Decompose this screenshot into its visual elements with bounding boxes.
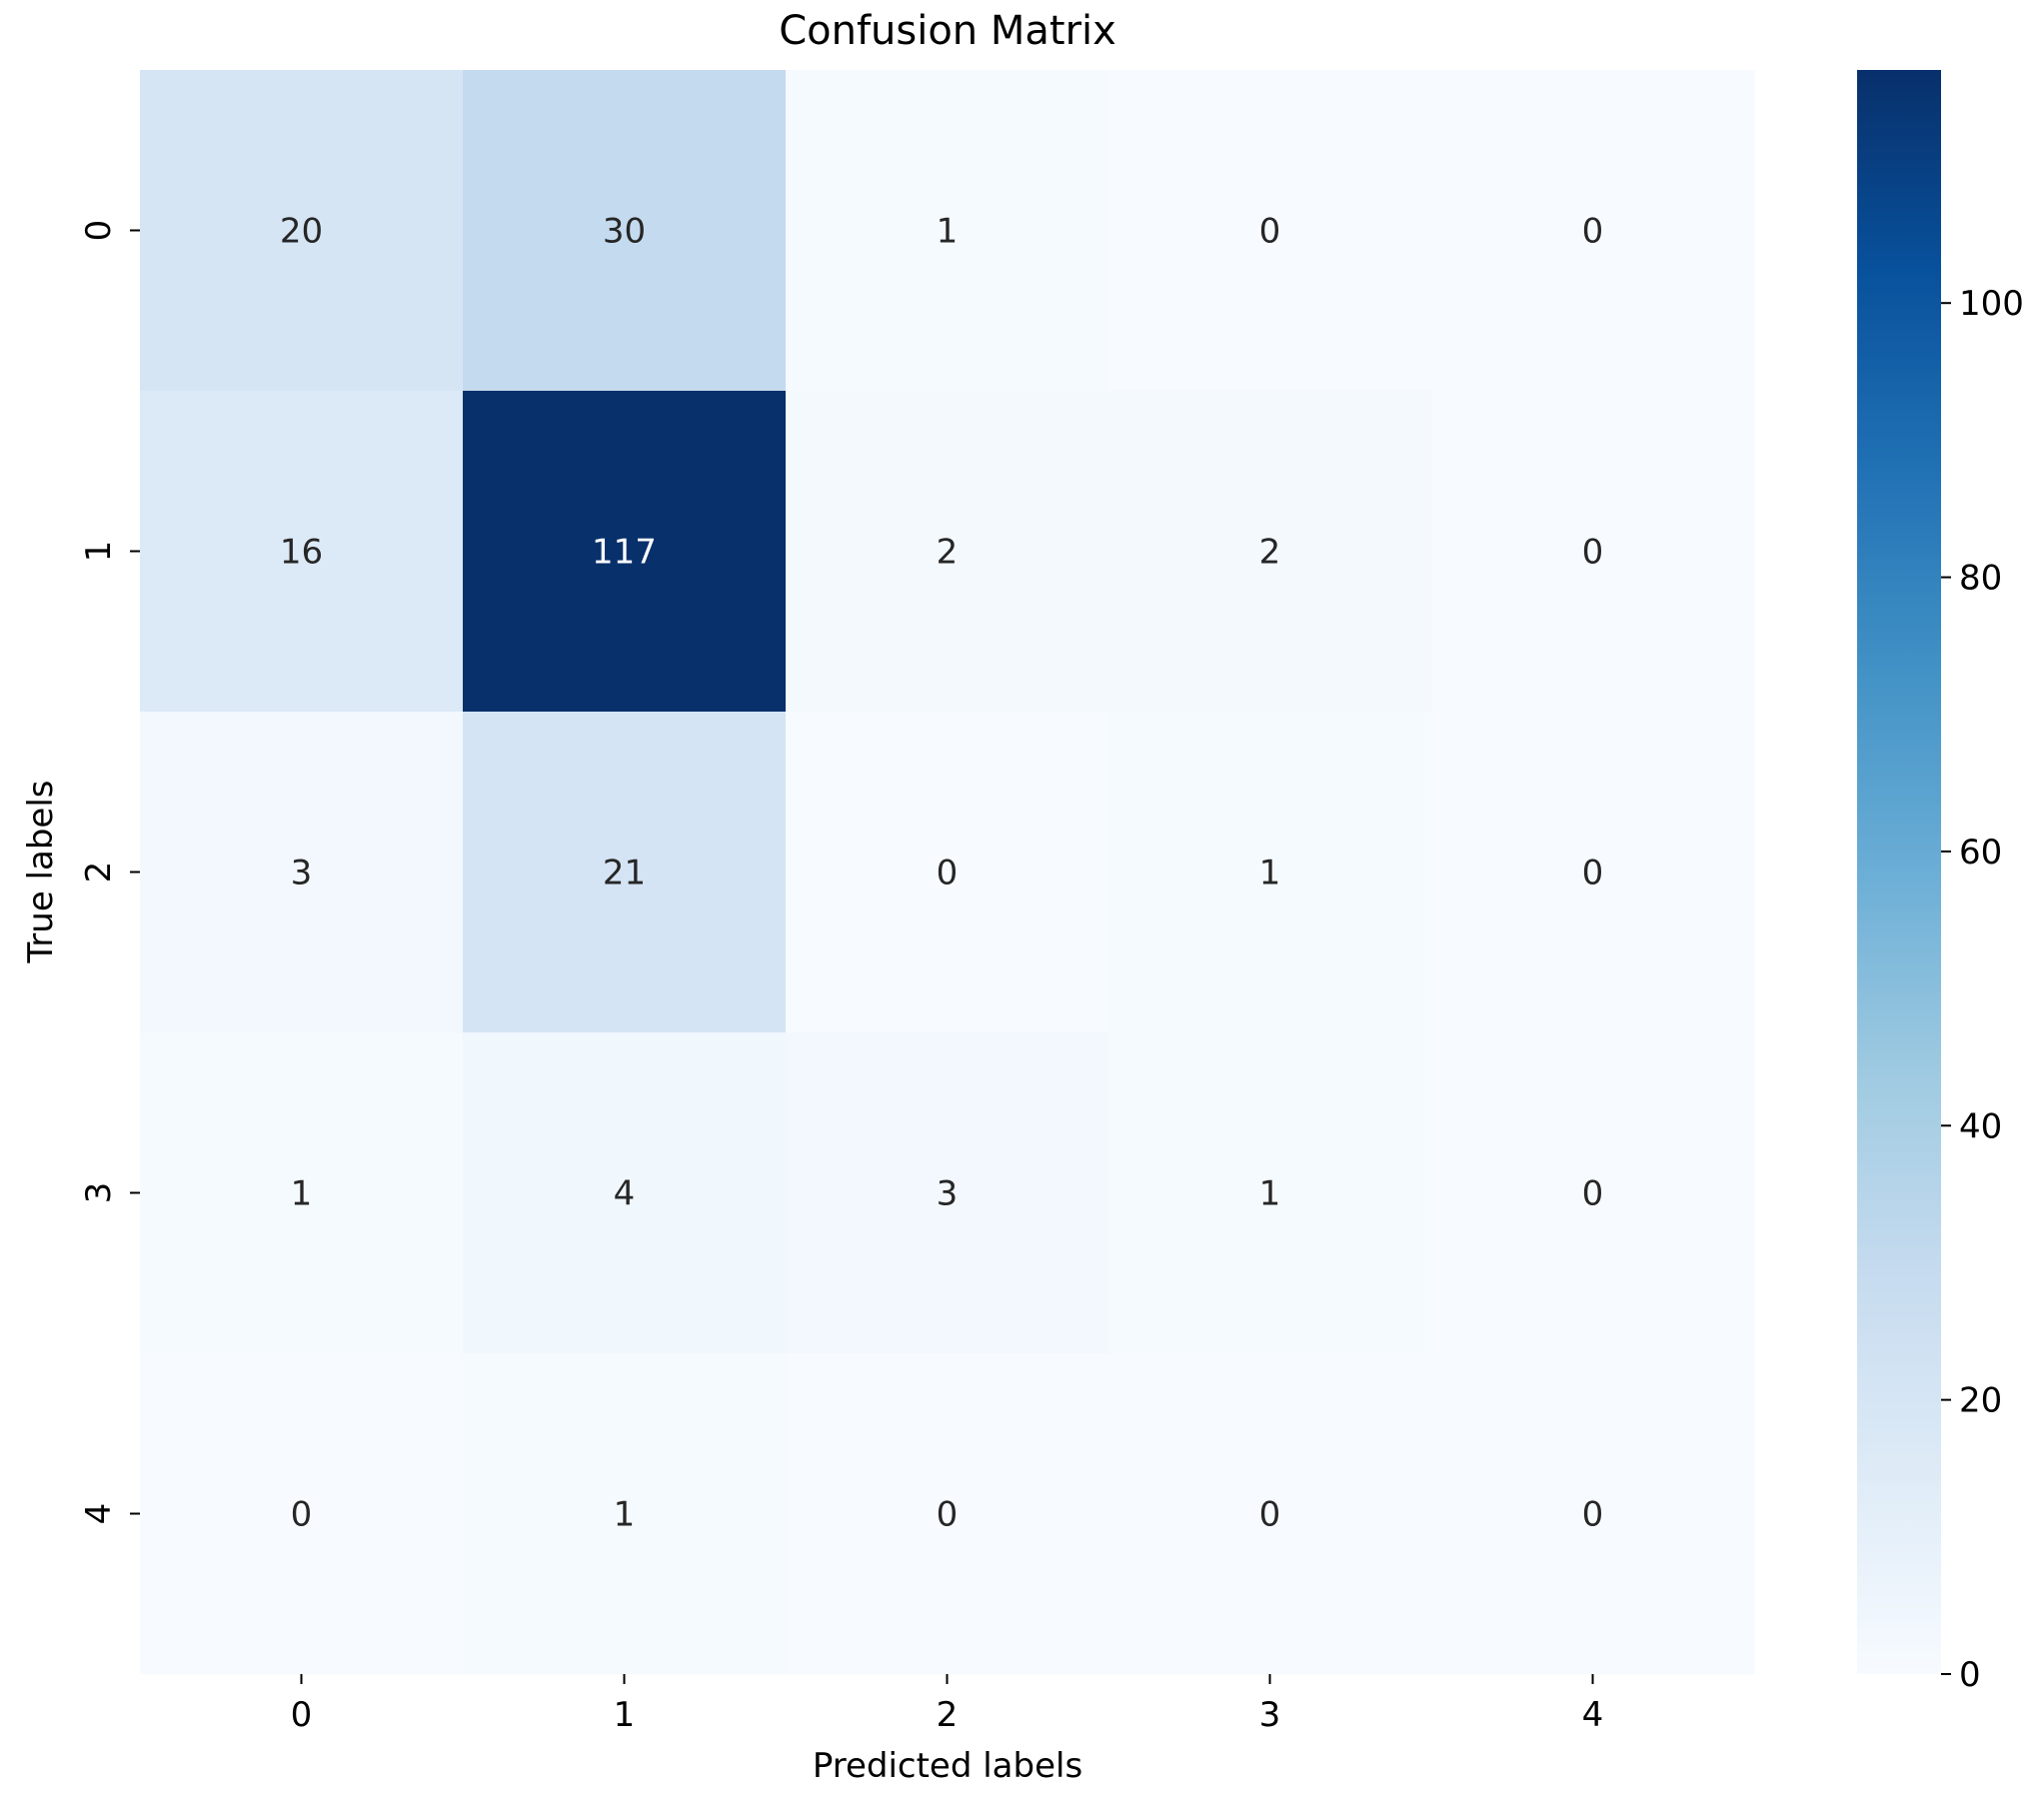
cell-value-label: 0	[291, 1495, 313, 1535]
colorbar-gradient	[1857, 70, 1941, 1674]
cell-value-label: 4	[614, 1174, 636, 1214]
cell-value-label: 1	[614, 1495, 636, 1535]
heatmap-cell	[1431, 1353, 1755, 1675]
colorbar-tick-label: 80	[1959, 559, 2002, 599]
heatmap-cell	[140, 1353, 464, 1675]
heatmap-cell	[1108, 1032, 1432, 1354]
x-tick-label: 0	[291, 1695, 313, 1735]
colorbar-tick-label: 100	[1959, 284, 2024, 324]
cell-value-label: 0	[937, 854, 959, 894]
x-tick-label: 4	[1582, 1695, 1604, 1735]
x-tick-label: 2	[937, 1695, 959, 1735]
cell-value-label: 117	[592, 533, 657, 573]
y-tick-label: 4	[79, 1503, 119, 1525]
x-tick-label: 3	[1259, 1695, 1281, 1735]
y-tick-label: 3	[79, 1182, 119, 1204]
heatmap-cell	[463, 712, 787, 1033]
heatmap-cell	[1431, 391, 1755, 713]
heatmap-cell	[786, 712, 1109, 1033]
cell-value-label: 3	[937, 1174, 959, 1214]
cell-value-label: 20	[280, 212, 323, 252]
colorbar-tick-label: 40	[1959, 1106, 2002, 1146]
cell-value-label: 0	[1582, 854, 1604, 894]
y-tick-label: 2	[79, 862, 119, 884]
heatmap-cell	[1431, 712, 1755, 1033]
heatmap-cells: 20 30 1 0 016 117 2 2 03 21 0 1 01 4 3 1 00 1 0 0 0	[140, 70, 1755, 1675]
heatmap-cell	[786, 391, 1109, 713]
heatmap-cell	[786, 70, 1109, 392]
y-axis-label: True labels	[21, 781, 61, 964]
colorbar-tick-label: 0	[1959, 1655, 1981, 1695]
colorbar: 0 20 40 60 80 100	[1857, 70, 2024, 1695]
cell-value-label: 2	[937, 533, 959, 573]
cell-value-label: 0	[1582, 212, 1604, 252]
colorbar-tick-label: 20	[1959, 1381, 2002, 1421]
cell-value-label: 0	[1259, 212, 1281, 252]
heatmap-cell	[1108, 1353, 1432, 1675]
x-tick-label: 1	[614, 1695, 636, 1735]
heatmap-cell	[140, 712, 464, 1033]
heatmap-cell	[786, 1032, 1109, 1354]
heatmap-cell	[463, 70, 787, 392]
cell-value-label: 2	[1259, 533, 1281, 573]
cell-value-label: 0	[1582, 1495, 1604, 1535]
heatmap-cell	[1108, 391, 1432, 713]
cell-value-label: 1	[1259, 1174, 1281, 1214]
heatmap-cell	[1431, 70, 1755, 392]
cell-value-label: 1	[937, 212, 959, 252]
cell-value-label: 0	[1259, 1495, 1281, 1535]
heatmap-cell	[1108, 70, 1432, 392]
y-axis-ticks: 0 1 2 3 4	[79, 220, 140, 1525]
cell-value-label: 30	[603, 212, 646, 252]
heatmap-cell	[463, 391, 787, 713]
heatmap-cell	[1108, 712, 1432, 1033]
cell-value-label: 1	[291, 1174, 313, 1214]
y-tick-label: 0	[79, 220, 119, 242]
heatmap-cell	[1431, 1032, 1755, 1354]
cell-value-label: 0	[937, 1495, 959, 1535]
heatmap-cell	[463, 1353, 787, 1675]
cell-value-label: 16	[280, 533, 323, 573]
chart-title: Confusion Matrix	[779, 8, 1116, 54]
heatmap-cell	[140, 391, 464, 713]
cell-value-label: 3	[291, 854, 313, 894]
cell-value-label: 0	[1582, 533, 1604, 573]
cell-value-label: 0	[1582, 1174, 1604, 1214]
x-axis-label: Predicted labels	[813, 1746, 1082, 1786]
heatmap-cell	[463, 1032, 787, 1354]
y-tick-label: 1	[79, 541, 119, 563]
heatmap-cell	[786, 1353, 1109, 1675]
cell-value-label: 1	[1259, 854, 1281, 894]
heatmap-cell	[140, 70, 464, 392]
cell-value-label: 21	[603, 854, 646, 894]
colorbar-tick-label: 60	[1959, 833, 2002, 873]
heatmap-cell	[140, 1032, 464, 1354]
x-axis-ticks: 0 1 2 3 4	[291, 1674, 1604, 1735]
